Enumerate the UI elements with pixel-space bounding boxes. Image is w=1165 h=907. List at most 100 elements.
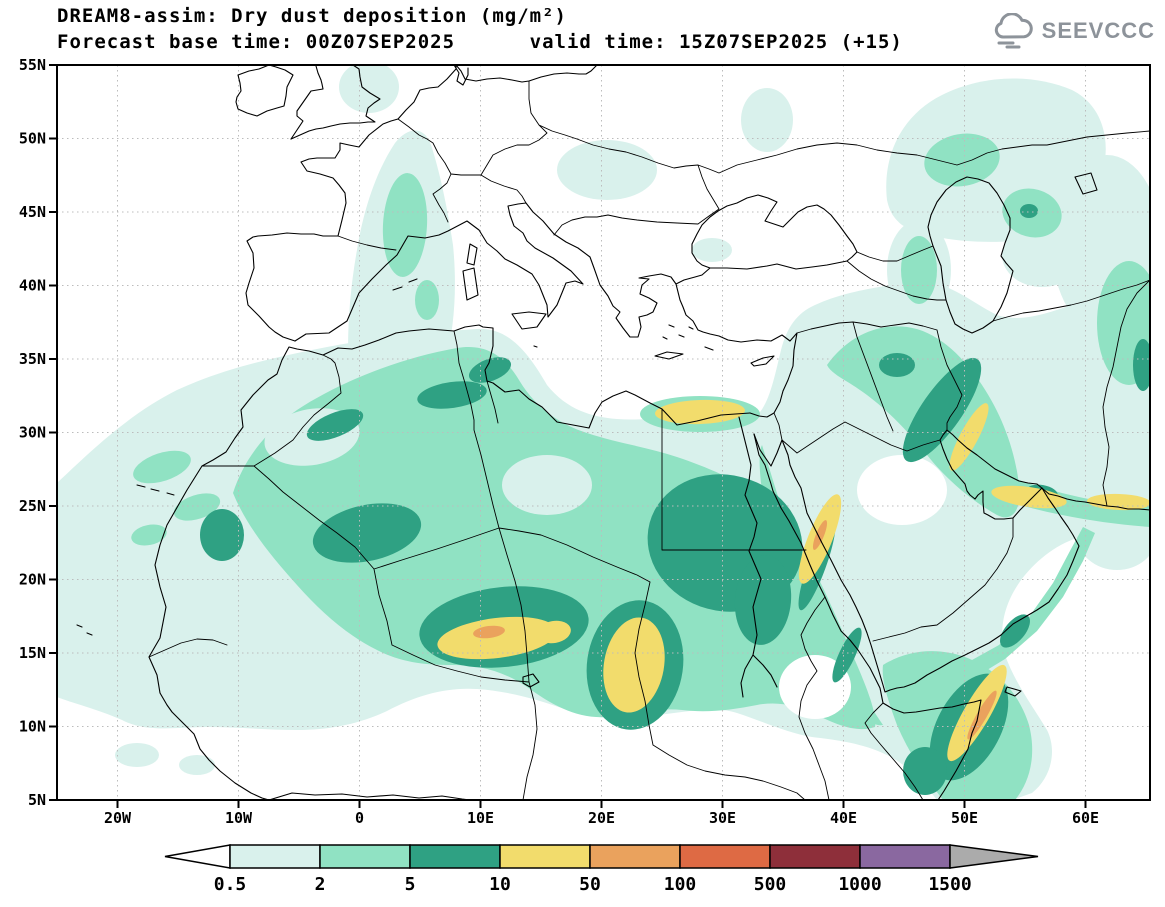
lat-tick-label: 20N <box>19 571 46 589</box>
dust-area-central-europe <box>557 140 657 200</box>
lat-tick-label: 30N <box>19 424 46 442</box>
dust-atlantic-2 <box>173 493 221 521</box>
colorbar-label: 50 <box>579 874 601 895</box>
colorbar-seg-0.5 <box>229 844 321 869</box>
sinai-coast <box>753 433 783 467</box>
dust-dark-redsea-2 <box>832 627 862 683</box>
dust-dark-tunisia <box>468 357 512 383</box>
guinea-coast <box>268 792 471 800</box>
lake-chad <box>522 673 540 688</box>
dust-orange-mali <box>473 625 505 639</box>
dust-atlantic-3 <box>131 524 167 546</box>
ireland-coast <box>235 65 294 117</box>
lat-tick-label: 45N <box>19 203 46 221</box>
socotra <box>1004 686 1022 697</box>
lat-tick-label: 25N <box>19 497 46 515</box>
dust-core-france-s <box>415 280 439 320</box>
dust-dark-zagros <box>902 357 982 463</box>
dust-yellow-uae <box>991 485 1067 509</box>
lat-tick-label: 55N <box>19 56 46 74</box>
dust-yellow-niger <box>537 620 571 644</box>
colorbar-label: 2 <box>315 874 326 895</box>
lon-tick-label: 20W <box>104 809 132 827</box>
dust-core-france <box>382 173 428 277</box>
crete <box>654 351 684 360</box>
colorbar-label: 5 <box>405 874 416 895</box>
dust-atlantic-1 <box>133 450 191 484</box>
corsica <box>466 243 478 266</box>
colorbar-label: 1500 <box>928 874 971 895</box>
dust-dark-russia <box>1020 204 1038 218</box>
dust-core-iran-edge <box>1097 261 1150 385</box>
dust-core-caucasus <box>901 236 937 304</box>
axis-ticks <box>49 64 1087 808</box>
gridlines <box>57 65 1150 800</box>
cyprus <box>750 355 775 367</box>
gap-algeria <box>502 455 592 515</box>
iran-gulf-coast <box>946 429 1150 511</box>
sardinia <box>462 267 479 301</box>
lon-tick-label: 30E <box>709 809 736 827</box>
colorbar-seg-2 <box>319 844 411 869</box>
mideast-borders <box>773 245 1150 642</box>
greek-islands <box>533 324 714 351</box>
colorbar-seg-5 <box>409 844 501 869</box>
uk-west-coast <box>290 65 324 140</box>
gap-nejd <box>857 455 947 525</box>
dust-speck <box>115 743 159 767</box>
page-subtitle: Forecast base time: 00Z07SEP2025 valid t… <box>57 31 903 53</box>
lon-tick-label: 40E <box>830 809 857 827</box>
lat-axis: 55N 50N 45N 40N 35N 30N 25N 20N 15N 10N … <box>19 56 46 809</box>
dust-dark-horn-2 <box>903 747 947 795</box>
atlantic-europe-coast <box>245 65 457 342</box>
colorbar-label: 1000 <box>838 874 881 895</box>
gap-ethiopia <box>779 655 851 719</box>
caspian-sea <box>927 176 1014 334</box>
logo-text: SEEVCCC <box>1041 18 1155 43</box>
colorbar-arrow-left <box>164 844 231 869</box>
dust-area-sahara-mid <box>233 346 876 730</box>
jutland <box>453 65 469 86</box>
canary-islands <box>136 484 175 496</box>
lat-tick-label: 35N <box>19 350 46 368</box>
lon-tick-label: 20E <box>588 809 615 827</box>
nile-river <box>738 416 778 698</box>
colorbar-seg-10 <box>499 844 591 869</box>
dust-dark-nalgeria <box>417 381 487 409</box>
colorbar-label: 100 <box>664 874 697 895</box>
aral-sea <box>1074 172 1098 195</box>
uk-south-coast <box>290 65 381 140</box>
baltic-coast <box>455 65 598 83</box>
dust-yellow-zagros <box>949 403 989 471</box>
europe-med-coast <box>294 202 677 342</box>
colorbar-seg-100 <box>679 844 771 869</box>
colorbar-label: 10 <box>489 874 511 895</box>
colorbar-label: 500 <box>754 874 787 895</box>
lon-tick-label: 60E <box>1072 809 1099 827</box>
dust-yellow-chad <box>603 617 665 713</box>
seevccc-logo: SEEVCCC <box>991 13 1155 49</box>
dust-dark-iraq <box>879 353 915 377</box>
dust-orange-hejaz <box>812 520 828 550</box>
dust-speck <box>163 443 175 451</box>
lon-tick-label: 10W <box>225 809 253 827</box>
dust-area-anatolia-spot <box>692 238 732 262</box>
colorbar-seg-1000 <box>859 844 951 869</box>
lon-tick-label: 50E <box>951 809 978 827</box>
dust-dark-mauritania <box>312 503 422 563</box>
balearics <box>392 278 418 291</box>
levant-anatolia-coast <box>675 267 798 418</box>
dust-layer <box>57 65 1150 800</box>
dust-area-england <box>339 65 399 113</box>
dust-dark-atlas <box>306 409 364 441</box>
lon-tick-label: 10E <box>467 809 494 827</box>
europe-borders <box>337 80 1150 251</box>
colorbar-arrow-right <box>949 844 1039 869</box>
colorbar-seg-50 <box>589 844 681 869</box>
dust-dark-sudan-e <box>734 555 792 645</box>
arabia-coast <box>781 429 1080 693</box>
lat-tick-label: 40N <box>19 277 46 295</box>
lon-axis: 20W 10W 0 10E 20E 30E 40E 50E 60E <box>104 809 1099 827</box>
dust-area-ukraine <box>741 88 793 152</box>
